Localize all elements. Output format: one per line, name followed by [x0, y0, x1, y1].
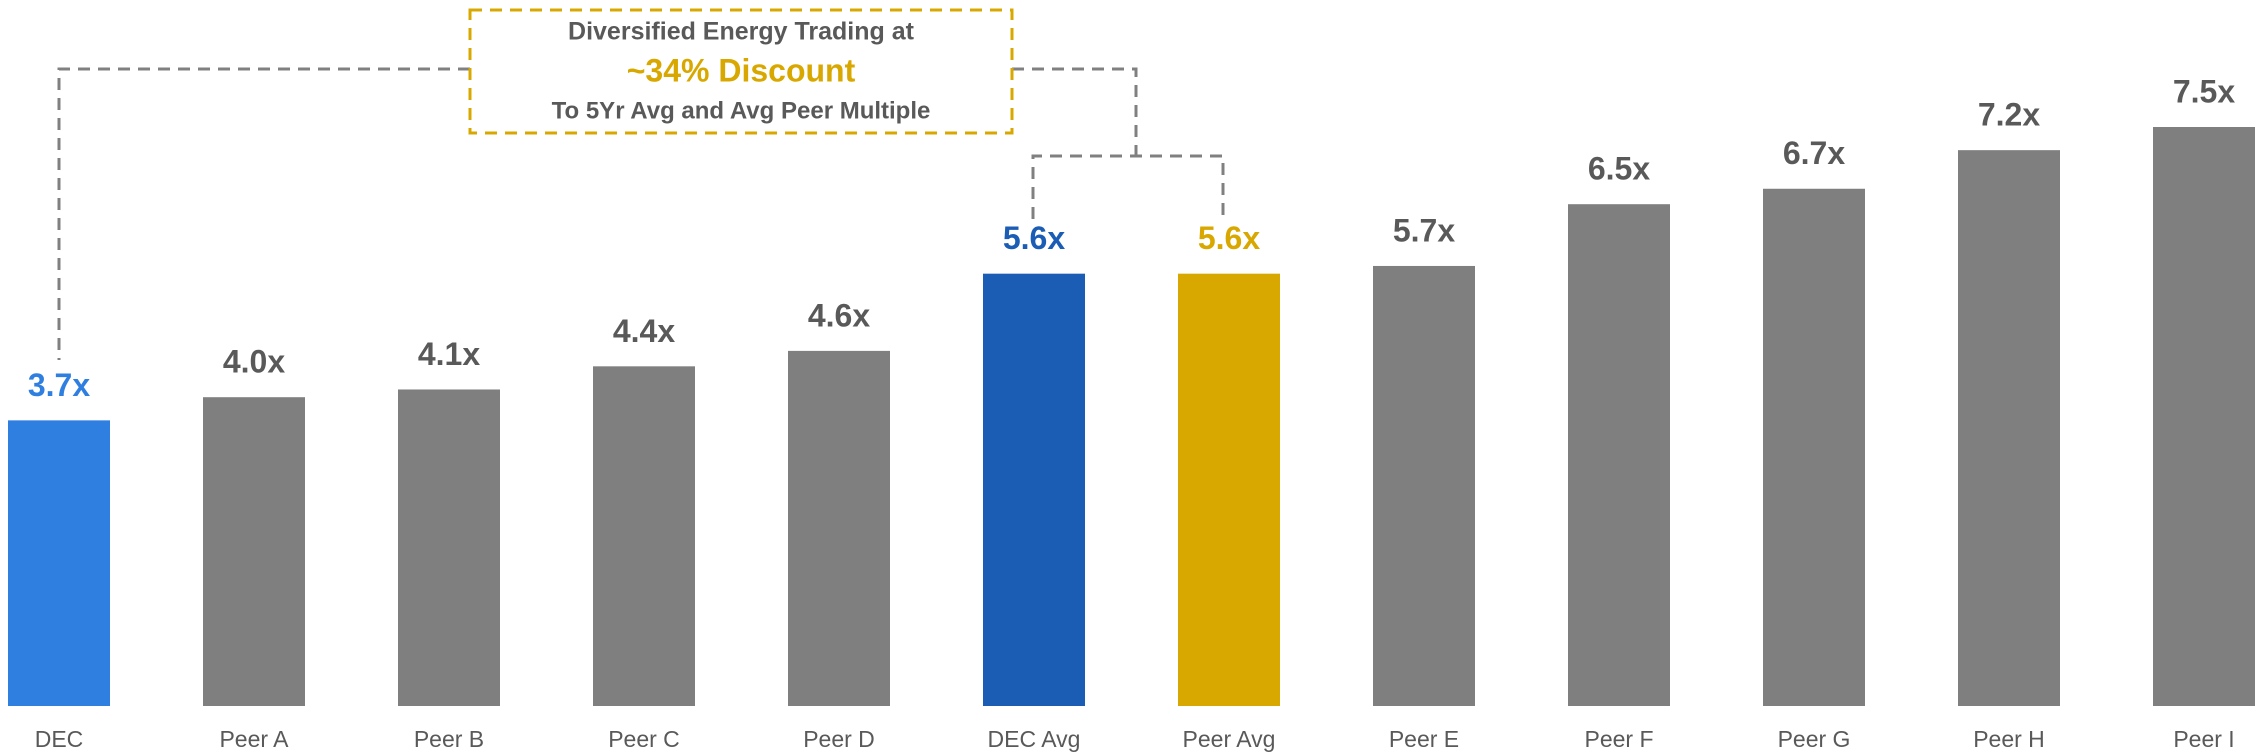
- annotation-box: [468, 8, 1014, 135]
- x-tick-label: Peer A: [219, 726, 289, 752]
- bar: [203, 397, 305, 706]
- value-label: 5.6x: [1198, 220, 1260, 256]
- x-tick-label: Peer H: [1973, 726, 2045, 752]
- connectors: [57, 67, 1225, 360]
- connector-right: [1012, 67, 1138, 156]
- bar: [593, 366, 695, 706]
- x-tick-label: Peer F: [1584, 726, 1653, 752]
- connector-left: [57, 67, 470, 360]
- value-label: 4.4x: [613, 313, 675, 349]
- annotation-highlight: ~34% Discount: [627, 52, 856, 88]
- bar: [1178, 273, 1280, 706]
- value-label: 4.6x: [808, 297, 870, 333]
- bar: [1568, 204, 1670, 706]
- bar: [1763, 188, 1865, 706]
- bar: [2153, 127, 2255, 706]
- x-tick-label: DEC Avg: [988, 726, 1081, 752]
- x-tick-label: Peer D: [803, 726, 875, 752]
- x-tick-label: Peer B: [414, 726, 484, 752]
- x-tick-label: Peer I: [2173, 726, 2234, 752]
- connector-bracket: [1031, 154, 1225, 219]
- bar: [1373, 265, 1475, 706]
- value-label: 4.0x: [223, 344, 285, 380]
- x-tick-label: Peer Avg: [1183, 726, 1276, 752]
- bar: [1958, 150, 2060, 706]
- value-label: 7.5x: [2173, 73, 2235, 109]
- value-label: 3.7x: [28, 367, 90, 403]
- annotation-line: Diversified Energy Trading at: [568, 18, 915, 46]
- bar: [398, 389, 500, 706]
- x-tick-label: Peer G: [1778, 726, 1851, 752]
- bar: [983, 273, 1085, 706]
- annotation-line: To 5Yr Avg and Avg Peer Multiple: [552, 97, 931, 124]
- bar: [8, 420, 110, 706]
- x-tick-label: Peer C: [608, 726, 680, 752]
- value-label: 6.5x: [1588, 151, 1650, 187]
- x-tick-label: Peer E: [1389, 726, 1459, 752]
- value-label: 5.7x: [1393, 212, 1455, 248]
- value-label: 6.7x: [1783, 135, 1845, 171]
- value-label: 7.2x: [1978, 97, 2040, 133]
- value-label: 5.6x: [1003, 220, 1065, 256]
- x-tick-label: DEC: [35, 726, 84, 752]
- value-label: 4.1x: [418, 336, 480, 372]
- bar: [788, 350, 890, 706]
